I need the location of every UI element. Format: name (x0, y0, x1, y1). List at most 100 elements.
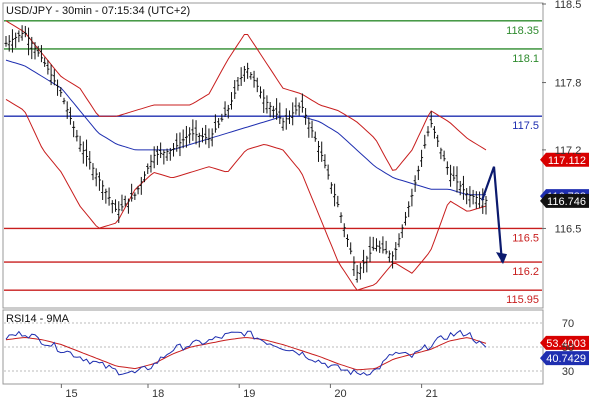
ohlc-bar (471, 189, 475, 205)
rsi-tag-0: 53.4003 (540, 335, 589, 350)
ohlc-bar (352, 256, 356, 277)
ohlc-bar (49, 64, 53, 86)
x-tick-3: 20 (334, 388, 346, 400)
bollinger-lower-line (5, 98, 487, 291)
ohlc-bar (258, 86, 262, 99)
rsi-ma-line (5, 336, 487, 371)
ohlc-bar (133, 192, 137, 200)
ohlc-bar (378, 240, 382, 253)
ohlc-bar (17, 30, 21, 43)
price-tag-label: 116.746 (547, 196, 586, 208)
ohlc-bar (320, 141, 324, 162)
ohlc-bar (294, 97, 298, 115)
price-tag-label: 117.112 (548, 155, 586, 167)
ohlc-bar (143, 171, 147, 183)
ohlc-bar (168, 147, 172, 161)
ohlc-bar (30, 36, 34, 60)
ohlc-bar (265, 95, 269, 114)
rsi-chart-title: RSI14 - 9MA (6, 313, 70, 325)
ohlc-bar (362, 249, 366, 274)
ohlc-bar (461, 175, 465, 200)
ohlc-bar (68, 107, 72, 125)
ohlc-bar (323, 154, 327, 169)
ohlc-bar (107, 187, 111, 206)
ohlc-bar (59, 87, 63, 97)
ohlc-bar (207, 128, 211, 149)
ohlc-bar (436, 134, 440, 147)
ohlc-bar (120, 194, 124, 212)
ohlc-bar (333, 183, 337, 207)
ohlc-bar (407, 201, 411, 218)
ohlc-bar (88, 151, 92, 170)
ohlc-bar (165, 148, 169, 161)
ohlc-bar (420, 149, 424, 167)
ohlc-bar (43, 57, 47, 67)
ohlc-bar (429, 111, 433, 128)
ohlc-bar (33, 42, 37, 60)
ohlc-bar (233, 80, 237, 99)
ohlc-bar (442, 150, 446, 162)
level-label-2: 117.5 (512, 120, 539, 132)
ohlc-bar (39, 45, 43, 63)
ohlc-bar (97, 172, 101, 191)
ohlc-bar (246, 62, 250, 79)
ohlc-bar (62, 97, 66, 105)
price-tag-0: 117.112 (540, 152, 589, 167)
level-label-1: 118.1 (512, 53, 539, 65)
ohlc-bar (201, 127, 205, 143)
ohlc-bar (220, 113, 224, 122)
ohlc-bar (458, 180, 462, 196)
ohlc-bar (230, 92, 234, 110)
rsi-y-tick-2: 30 (562, 366, 574, 378)
ohlc-bar (281, 117, 285, 131)
projection-arrow-line (480, 166, 504, 263)
level-label-3: 116.5 (512, 232, 539, 244)
ohlc-bar (268, 101, 272, 118)
ohlc-bar (159, 142, 163, 159)
ohlc-bar (104, 188, 108, 204)
ohlc-bar (445, 161, 449, 175)
level-label-0: 118.35 (506, 25, 539, 37)
ohlc-bar (255, 77, 259, 93)
ohlc-bar (213, 114, 217, 133)
price-y-tick-2: 117.2 (555, 145, 582, 157)
ohlc-bar (117, 201, 121, 223)
ohlc-bar (384, 240, 388, 255)
ohlc-bar (204, 125, 208, 145)
projection-arrow-head (496, 252, 507, 265)
price-y-tick-3: 116.5 (555, 223, 582, 235)
ohlc-bar (413, 175, 417, 192)
ohlc-bar (426, 126, 430, 137)
rsi-y-tick-0: 70 (562, 318, 574, 330)
ohlc-bar (484, 195, 488, 215)
ohlc-bar (242, 65, 246, 82)
price-layer: 118.35118.1117.5116.5116.2115.95117.1121… (4, 20, 589, 306)
ohlc-bar (123, 195, 127, 207)
ohlc-bar (455, 166, 459, 193)
ohlc-bar (387, 250, 391, 263)
level-label-5: 115.95 (506, 294, 539, 306)
ohlc-bar (139, 176, 143, 195)
ohlc-bar (14, 32, 18, 48)
ohlc-bar (307, 117, 311, 138)
axis-layer: 118.5 117.8 117.2 116.5 70 50 30 15 18 19 20 21 (60, 0, 582, 400)
ohlc-bar (304, 108, 308, 125)
ohlc-bar (172, 143, 176, 157)
ohlc-bar (400, 224, 404, 238)
x-tick-1: 18 (152, 388, 164, 400)
ohlc-bar (56, 79, 60, 96)
ohlc-bar (339, 212, 343, 224)
ohlc-bar (439, 147, 443, 160)
rsi-line (5, 329, 487, 376)
ohlc-bar (27, 27, 31, 56)
ohlc-bar (78, 135, 82, 152)
ohlc-bar (300, 93, 304, 113)
ohlc-bar (410, 188, 414, 207)
ohlc-bar (423, 134, 427, 149)
ohlc-bar (136, 185, 140, 195)
ohlc-bar (81, 141, 85, 164)
ohlc-bar (210, 128, 214, 147)
ohlc-bar (474, 191, 478, 209)
ohlc-bar (181, 129, 185, 149)
